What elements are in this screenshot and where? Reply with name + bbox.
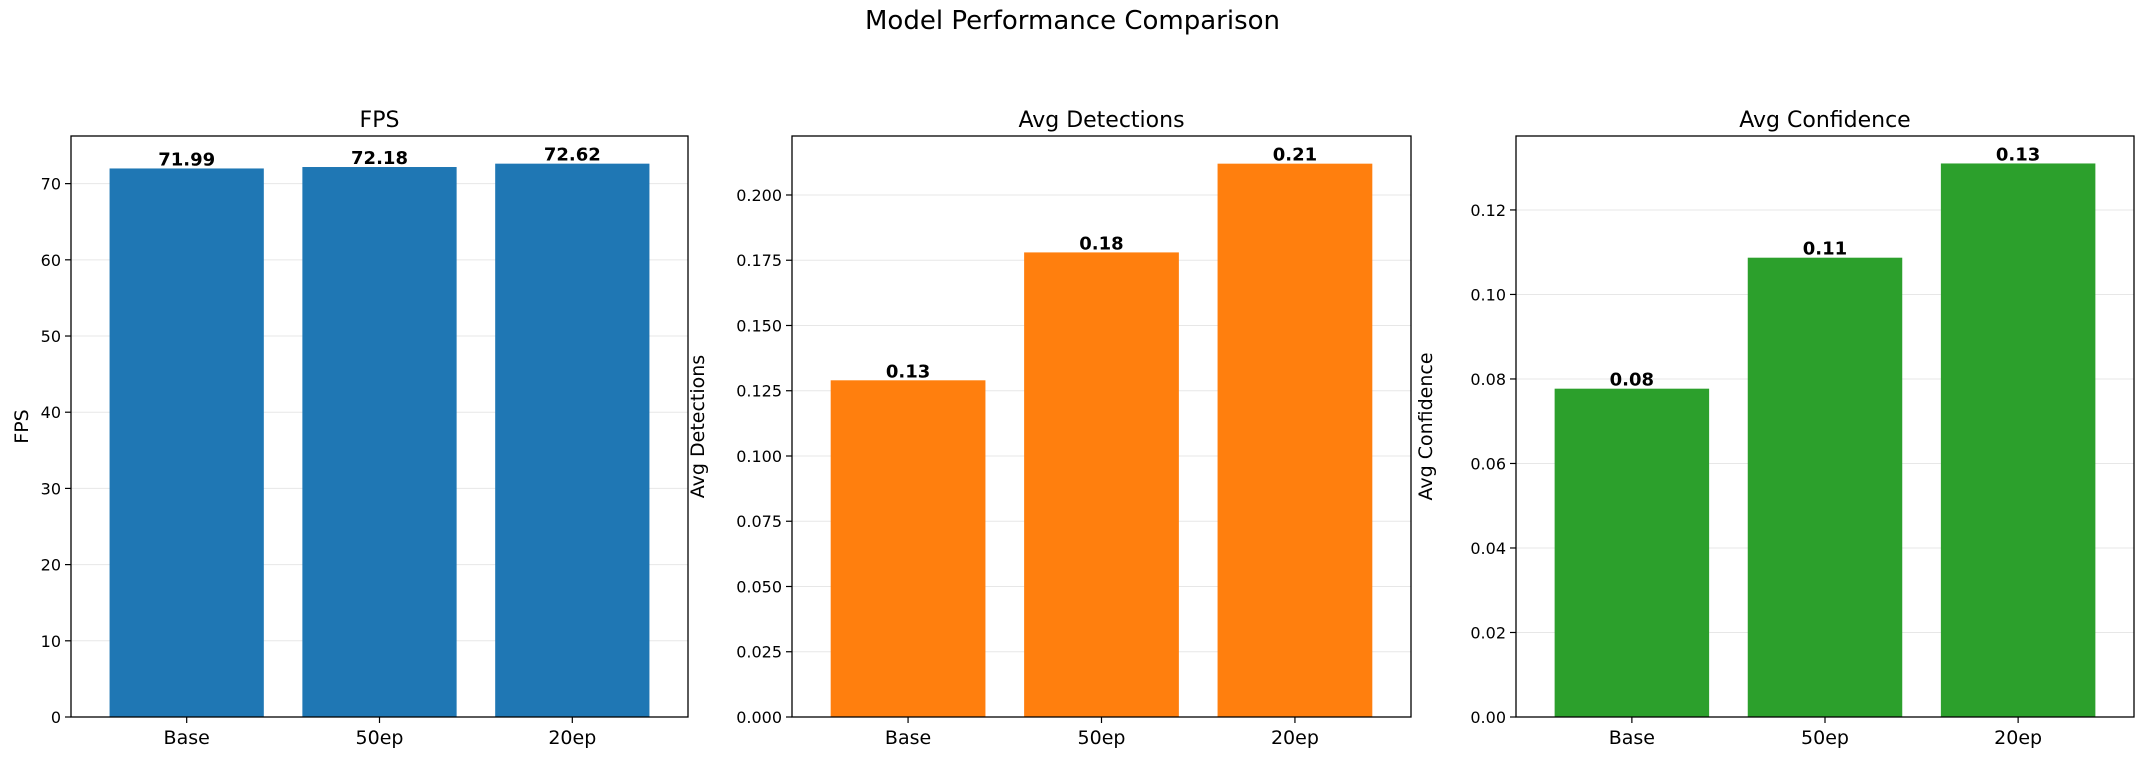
y-tick-label: 10 — [41, 632, 61, 651]
y-tick-label: 0 — [51, 708, 61, 727]
bar-base — [830, 380, 986, 717]
bar-20ep — [495, 163, 650, 717]
bar-50ep — [1024, 252, 1179, 717]
y-axis-label: Avg Confidence — [1415, 352, 1437, 500]
y-tick-label: 0.075 — [736, 512, 782, 531]
y-tick-label: 0.12 — [1470, 201, 1506, 220]
bar-base — [1554, 388, 1710, 717]
y-axis-label: Avg Detections — [687, 355, 709, 498]
data-label: 0.11 — [1803, 239, 1847, 260]
y-tick-label: 0.150 — [736, 316, 782, 335]
y-tick-label: 0.08 — [1470, 370, 1506, 389]
x-tick-label: Base — [885, 727, 931, 749]
y-tick-label: 70 — [41, 175, 61, 194]
data-label: 72.18 — [351, 148, 408, 169]
y-axis-label: FPS — [11, 409, 33, 443]
bar-20ep — [1940, 163, 2096, 717]
data-label: 72.62 — [544, 145, 601, 166]
bar-50ep — [1747, 257, 1903, 717]
x-tick-label: 20ep — [548, 727, 596, 749]
y-tick-label: 60 — [41, 251, 61, 270]
x-tick-label: Base — [164, 727, 210, 749]
axes-frame — [70, 135, 689, 718]
bar-20ep — [1217, 163, 1373, 717]
data-label: 0.18 — [1079, 233, 1123, 254]
panel-title: Avg Confidence — [1739, 108, 1910, 133]
y-tick-label: 40 — [41, 403, 61, 422]
figure-title: Model Performance Comparison — [864, 6, 1281, 36]
x-tick-label: 20ep — [1271, 727, 1319, 749]
y-tick-label: 0.06 — [1470, 454, 1506, 473]
chart-panel-2: 0.13 Base 0.18 50ep 0.21 20ep 0.000 0.025 0.050 0… — [687, 108, 1412, 749]
x-tick-label: 50ep — [356, 727, 404, 749]
chart-panel-3: 0.08 Base 0.11 50ep 0.13 20ep 0.00 0.02 0.04 0.06… — [1415, 108, 2135, 749]
chart-panel-1: 71.99 Base 72.18 50ep 72.62 20ep 0 10 20 30 40 50 60… — [11, 108, 689, 749]
y-tick-label: 0.10 — [1470, 285, 1506, 304]
y-tick-label: 20 — [41, 556, 61, 575]
data-label: 71.99 — [158, 149, 215, 170]
y-tick-label: 0.125 — [736, 382, 782, 401]
bar-base — [109, 168, 264, 717]
y-tick-label: 0.175 — [736, 251, 782, 270]
panel-title: FPS — [360, 108, 400, 133]
axes-frame — [791, 135, 1412, 718]
x-tick-label: 20ep — [1994, 727, 2042, 749]
axes-frame — [1515, 135, 2135, 718]
y-tick-label: 50 — [41, 327, 61, 346]
x-tick-label: 50ep — [1801, 727, 1849, 749]
y-tick-label: 30 — [41, 479, 61, 498]
panel-title: Avg Detections — [1018, 108, 1184, 133]
y-tick-label: 0.050 — [736, 577, 782, 596]
y-tick-label: 0.000 — [736, 708, 782, 727]
data-label: 0.21 — [1273, 145, 1317, 166]
y-tick-label: 0.00 — [1470, 708, 1506, 727]
y-tick-label: 0.100 — [736, 447, 782, 466]
y-tick-label: 0.02 — [1470, 623, 1506, 642]
data-label: 0.13 — [886, 361, 930, 382]
y-tick-label: 0.200 — [736, 186, 782, 205]
x-tick-label: 50ep — [1078, 727, 1126, 749]
data-label: 0.08 — [1610, 370, 1654, 391]
y-tick-label: 0.04 — [1470, 539, 1506, 558]
data-label: 0.13 — [1996, 144, 2040, 165]
bar-50ep — [302, 167, 457, 717]
y-tick-label: 0.025 — [736, 643, 782, 662]
x-tick-label: Base — [1609, 727, 1655, 749]
